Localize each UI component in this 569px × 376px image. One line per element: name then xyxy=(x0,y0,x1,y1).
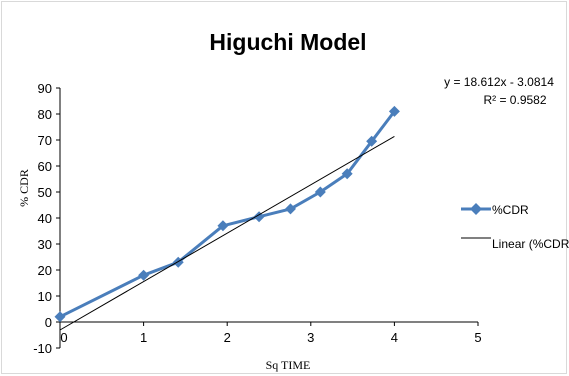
x-tick-label: 3 xyxy=(307,330,314,345)
data-point-marker xyxy=(366,135,378,147)
series-cdr-line xyxy=(59,110,396,319)
data-point-marker xyxy=(314,186,326,198)
x-tick-labels: 0 1 2 3 4 5 xyxy=(59,322,482,345)
x-tick-label: 2 xyxy=(224,330,231,345)
data-point-marker xyxy=(253,211,265,223)
x-axis-label: Sq TIME xyxy=(266,358,311,372)
legend: %CDR Linear (%CDR) xyxy=(461,203,569,251)
trendline-equation: y = 18.612x - 3.0814 xyxy=(444,75,554,89)
chart-title: Higuchi Model xyxy=(209,29,366,55)
legend-label-linear: Linear (%CDR) xyxy=(492,237,569,251)
legend-marker-cdr xyxy=(470,203,482,215)
y-tick-label: 30 xyxy=(38,237,52,252)
y-tick-labels: -10 0 10 20 30 40 50 60 70 80 90 xyxy=(33,81,60,356)
y-axis-label: % CDR xyxy=(17,169,31,207)
y-tick-label: 70 xyxy=(38,133,52,148)
data-point-marker xyxy=(217,220,229,232)
y-tick-label: -10 xyxy=(33,341,52,356)
trendline-r-squared: R² = 0.9582 xyxy=(483,93,546,107)
data-point-marker xyxy=(388,105,400,117)
data-point-marker xyxy=(54,311,66,323)
data-point-marker xyxy=(138,269,150,281)
y-tick-label: 50 xyxy=(38,185,52,200)
series-layer xyxy=(54,105,400,331)
trendline-linear xyxy=(59,135,395,331)
y-tick-label: 60 xyxy=(38,159,52,174)
data-point-marker xyxy=(341,168,353,180)
legend-label-cdr: %CDR xyxy=(492,203,529,217)
y-tick-label: 10 xyxy=(38,289,52,304)
y-tick-label: 40 xyxy=(38,211,52,226)
x-tick-label: 4 xyxy=(391,330,398,345)
y-tick-label: 80 xyxy=(38,107,52,122)
axes xyxy=(59,88,478,348)
y-tick-label: 20 xyxy=(38,263,52,278)
y-tick-label: 90 xyxy=(38,81,52,96)
x-tick-label: 5 xyxy=(474,330,481,345)
data-point-marker xyxy=(284,203,296,215)
x-tick-label: 1 xyxy=(140,330,147,345)
y-tick-label: 0 xyxy=(45,315,52,330)
x-tick-label: 0 xyxy=(60,330,67,345)
